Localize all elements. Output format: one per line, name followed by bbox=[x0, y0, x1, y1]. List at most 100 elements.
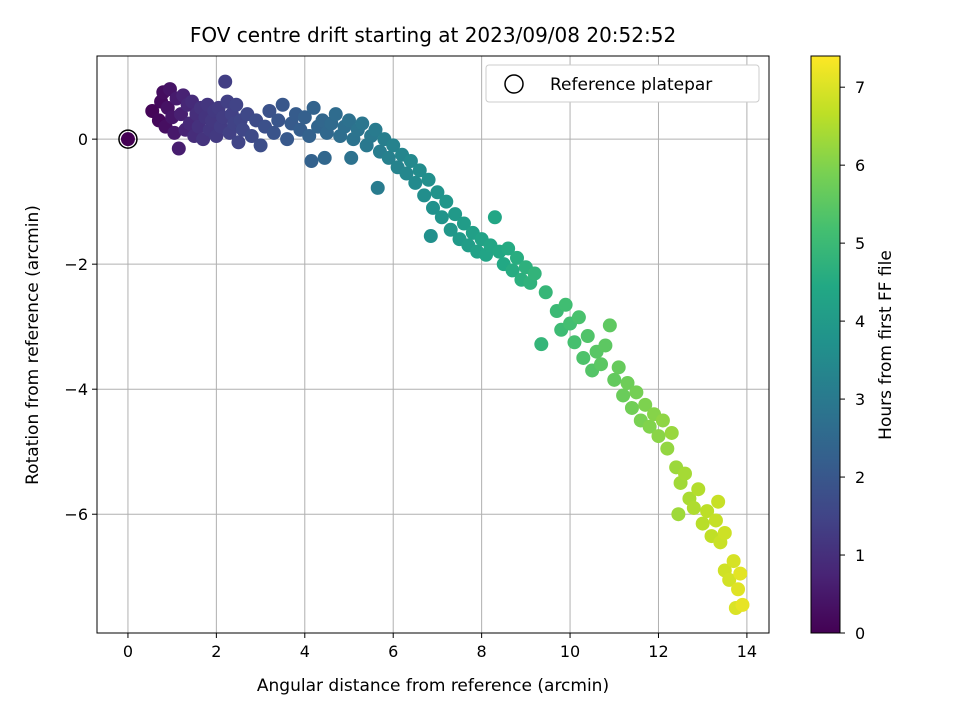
y-axis-ticks: 0 −2 −4 −6 bbox=[64, 130, 97, 524]
scatter-point bbox=[304, 154, 319, 169]
scatter-point bbox=[381, 150, 396, 165]
scatter-point bbox=[691, 482, 706, 497]
x-tick-label: 2 bbox=[211, 642, 221, 661]
scatter-point bbox=[638, 397, 653, 412]
legend-box bbox=[485, 64, 760, 103]
scatter-point bbox=[417, 188, 432, 203]
colorbar-tick-label: 6 bbox=[855, 156, 865, 175]
x-tick-label: 6 bbox=[388, 642, 398, 661]
colorbar: 0 1 2 3 4 5 6 7 Hours from first FF file bbox=[810, 55, 896, 643]
colorbar-ticks: 0 1 2 3 4 5 6 7 bbox=[840, 78, 865, 643]
legend-label-reference: Reference platepar bbox=[550, 75, 712, 95]
y-tick-label: −6 bbox=[64, 505, 88, 524]
scatter-point bbox=[695, 516, 710, 531]
scatter-point bbox=[244, 129, 259, 144]
chart-title: FOV centre drift starting at 2023/09/08 … bbox=[190, 23, 676, 47]
legend-marker-reference bbox=[504, 74, 524, 94]
colorbar-label: Hours from first FF file bbox=[876, 250, 896, 440]
scatter-point bbox=[266, 125, 281, 140]
scatter-point bbox=[722, 572, 737, 587]
scatter-point bbox=[534, 337, 549, 352]
scatter-point bbox=[302, 129, 317, 144]
scatter-point bbox=[567, 335, 582, 350]
scatter-point bbox=[558, 297, 573, 312]
y-tick-label: −2 bbox=[64, 255, 88, 274]
colorbar-tick-label: 4 bbox=[855, 312, 865, 331]
scatter-point bbox=[616, 388, 631, 403]
scatter-point bbox=[576, 350, 591, 365]
scatter-point bbox=[620, 375, 635, 390]
scatter-point bbox=[229, 97, 244, 112]
scatter-point bbox=[412, 163, 427, 178]
scatter-point bbox=[624, 400, 639, 415]
scatter-point bbox=[448, 207, 463, 222]
scatter-point bbox=[262, 104, 277, 119]
scatter-point bbox=[660, 441, 675, 456]
x-tick-label: 8 bbox=[477, 642, 487, 661]
scatter-point bbox=[510, 250, 524, 265]
scatter-point bbox=[426, 200, 440, 215]
colorbar-tick-label: 3 bbox=[855, 390, 865, 409]
scatter-point bbox=[386, 138, 401, 153]
scatter-point bbox=[430, 185, 445, 200]
y-tick-label: 0 bbox=[78, 130, 88, 149]
scatter-point bbox=[602, 318, 617, 333]
scatter-point bbox=[342, 113, 356, 128]
x-tick-label: 4 bbox=[300, 642, 310, 661]
scatter-point bbox=[505, 263, 520, 278]
scatter-point bbox=[664, 425, 679, 440]
scatter-point bbox=[700, 504, 715, 519]
scatter-point bbox=[439, 194, 454, 209]
plot-area bbox=[96, 55, 770, 634]
scatter-point bbox=[328, 107, 343, 122]
scatter-point bbox=[403, 154, 418, 169]
scatter-point bbox=[399, 166, 414, 181]
scatter-point bbox=[421, 172, 436, 187]
x-tick-label: 10 bbox=[560, 642, 580, 661]
y-axis-label: Rotation from reference (arcmin) bbox=[23, 205, 43, 485]
scatter-point bbox=[297, 110, 312, 125]
scatter-point bbox=[317, 150, 332, 165]
scatter-point bbox=[167, 125, 182, 140]
scatter-point bbox=[671, 507, 686, 522]
colorbar-tick-label: 5 bbox=[855, 234, 865, 253]
scatter-point bbox=[611, 360, 626, 375]
colorbar-tick-label: 2 bbox=[855, 468, 865, 487]
scatter-point bbox=[527, 266, 542, 281]
colorbar-tick-label: 1 bbox=[855, 546, 865, 565]
scatter-point bbox=[651, 429, 666, 444]
scatter-point bbox=[275, 97, 290, 112]
reference-marker-group bbox=[118, 129, 138, 149]
scatter-point bbox=[355, 116, 370, 131]
x-tick-label: 0 bbox=[123, 642, 133, 661]
scatter-point bbox=[434, 210, 449, 225]
scatter-point bbox=[733, 566, 748, 581]
scatter-point bbox=[218, 74, 233, 89]
scatter-point bbox=[344, 150, 359, 165]
scatter-point bbox=[726, 554, 741, 569]
scatter-point bbox=[271, 113, 286, 128]
colorbar-tick-label: 7 bbox=[855, 78, 865, 97]
x-tick-label: 14 bbox=[737, 642, 757, 661]
scatter-point bbox=[708, 513, 723, 528]
reference-point-marker bbox=[118, 129, 138, 149]
scatter-point bbox=[686, 500, 701, 515]
scatter-points bbox=[145, 74, 750, 615]
scatter-point bbox=[598, 338, 613, 353]
x-axis-label: Angular distance from reference (arcmin) bbox=[257, 676, 609, 696]
scatter-point bbox=[642, 419, 657, 434]
scatter-point bbox=[487, 210, 502, 225]
scatter-point bbox=[538, 285, 553, 300]
scatter-point bbox=[731, 582, 746, 597]
y-tick-label: −4 bbox=[64, 380, 88, 399]
scatter-point bbox=[594, 357, 608, 372]
scatter-point bbox=[408, 175, 423, 190]
scatter-point bbox=[280, 132, 295, 147]
x-axis-ticks: 0 2 4 6 8 10 12 14 bbox=[123, 633, 757, 661]
scatter-point bbox=[655, 413, 670, 428]
scatter-point bbox=[370, 180, 385, 195]
scatter-point bbox=[717, 525, 732, 540]
scatter-point bbox=[253, 138, 268, 153]
scatter-point bbox=[456, 216, 471, 231]
